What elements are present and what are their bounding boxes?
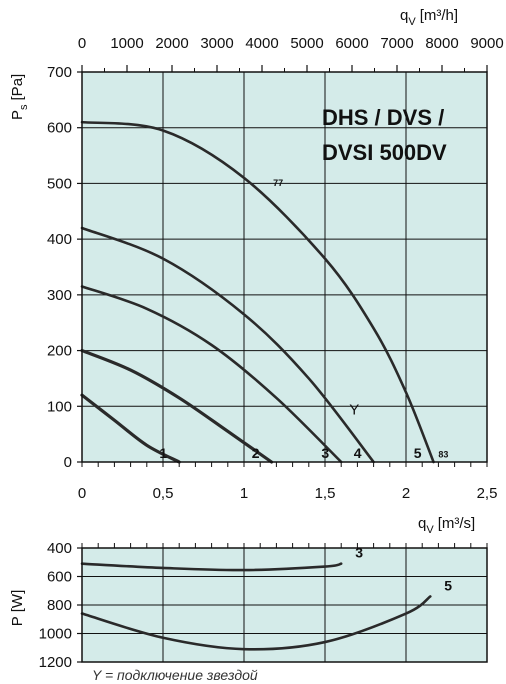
top-x-tick-label: 7000 <box>380 35 413 52</box>
power-y-tick-label: 600 <box>47 569 72 586</box>
top-x-tick-label: 1000 <box>110 35 143 52</box>
x-tick-label: 1,5 <box>315 485 336 502</box>
curve-label-2: 2 <box>252 445 260 461</box>
chart-title-line-1: DHS / DVS / <box>322 105 444 130</box>
y-tick-label: 100 <box>47 398 72 415</box>
y-tick-label: 0 <box>64 454 72 471</box>
y-axis-subscript: s <box>18 104 30 110</box>
top-x-tick-label: 6000 <box>335 35 368 52</box>
main-plot-frame <box>81 71 488 463</box>
curve-label-4: 4 <box>354 445 362 461</box>
top-x-tick-label: 0 <box>78 35 86 52</box>
power-y-axis-label: P [W] <box>9 590 26 627</box>
power-y-tick-label: 1000 <box>39 626 72 643</box>
x-tick-label: 0 <box>78 485 86 502</box>
top-x-subscript: V <box>408 16 416 28</box>
curve-1 <box>80 393 181 464</box>
top-axis-tick-labels: 0 1000 2000 3000 4000 5000 6000 7000 8000 9000 <box>78 35 504 72</box>
power-curve-label-5: 5 <box>444 577 452 593</box>
top-x-symbol: q <box>400 7 408 24</box>
top-x-tick-label: 9000 <box>470 35 503 52</box>
curve-3 <box>80 285 343 464</box>
curve-2 <box>80 348 274 464</box>
power-y-tick-label: 800 <box>47 597 72 614</box>
x-tick-label: 1 <box>240 485 248 502</box>
power-plot-frame <box>81 547 488 663</box>
power-curve-5 <box>80 595 432 651</box>
y-tick-label: 700 <box>47 64 72 81</box>
top-x-tick-label: 2000 <box>155 35 188 52</box>
main-tick-labels: 0 0,5 1 1,5 2 2,5 0 100 200 300 400 500 600 700 <box>47 64 497 502</box>
y-tick-label: 500 <box>47 175 72 192</box>
y-axis-symbol: P <box>9 110 26 120</box>
bottom-x-unit: [m³/s] <box>438 515 476 532</box>
power-y-symbol: P <box>9 616 26 626</box>
curve-label-3: 3 <box>321 445 329 461</box>
svg-text:Ps[Pa]: Ps [Pa] <box>9 74 30 120</box>
curve-label-5: 5 <box>414 445 422 461</box>
top-x-tick-label: 5000 <box>290 35 323 52</box>
chart-title-line-2: DVSI 500DV <box>322 140 447 165</box>
top-x-axis-label: qV [m³/h] <box>400 7 458 28</box>
x-tick-label: 2 <box>402 485 410 502</box>
main-series: 1 2 3 4 5 77 83 Y <box>80 120 448 464</box>
power-curve-label-3: 3 <box>355 545 363 561</box>
top-x-tick-label: 4000 <box>245 35 278 52</box>
curve-5 <box>80 120 435 464</box>
top-x-tick-label: 3000 <box>200 35 233 52</box>
bottom-x-symbol: q <box>418 515 426 532</box>
x-tick-label: 2,5 <box>477 485 498 502</box>
y-tick-label: 300 <box>47 287 72 304</box>
annotation-83: 83 <box>438 450 448 460</box>
power-y-tick-label: 400 <box>47 540 72 557</box>
power-y-tick-label: 1200 <box>39 654 72 671</box>
x-tick-label: 0,5 <box>153 485 174 502</box>
y-axis-unit: [Pa] <box>9 74 26 101</box>
top-x-unit: [m³/h] <box>420 7 458 24</box>
annotation-Y: Y <box>349 402 359 419</box>
power-y-unit: [W] <box>9 590 26 613</box>
annotation-77: 77 <box>273 178 283 188</box>
curve-label-1: 1 <box>159 445 167 461</box>
bottom-x-subscript: V <box>426 524 434 536</box>
top-x-tick-label: 8000 <box>425 35 458 52</box>
power-curve-3 <box>80 562 343 572</box>
power-tick-labels: 400 600 800 1000 1200 <box>39 540 72 671</box>
y-tick-label: 200 <box>47 343 72 360</box>
curve-4 <box>80 226 375 464</box>
y-tick-label: 600 <box>47 120 72 137</box>
power-series: 35 <box>80 545 452 651</box>
svg-text:P[W]: P [W] <box>9 590 26 627</box>
main-y-axis-label: Ps [Pa] <box>9 74 30 120</box>
main-plot-area <box>82 72 487 462</box>
y-tick-label: 400 <box>47 231 72 248</box>
bottom-x-axis-label: qV [m³/s] <box>418 515 475 536</box>
footnote: Y = подключение звездой <box>92 667 258 683</box>
